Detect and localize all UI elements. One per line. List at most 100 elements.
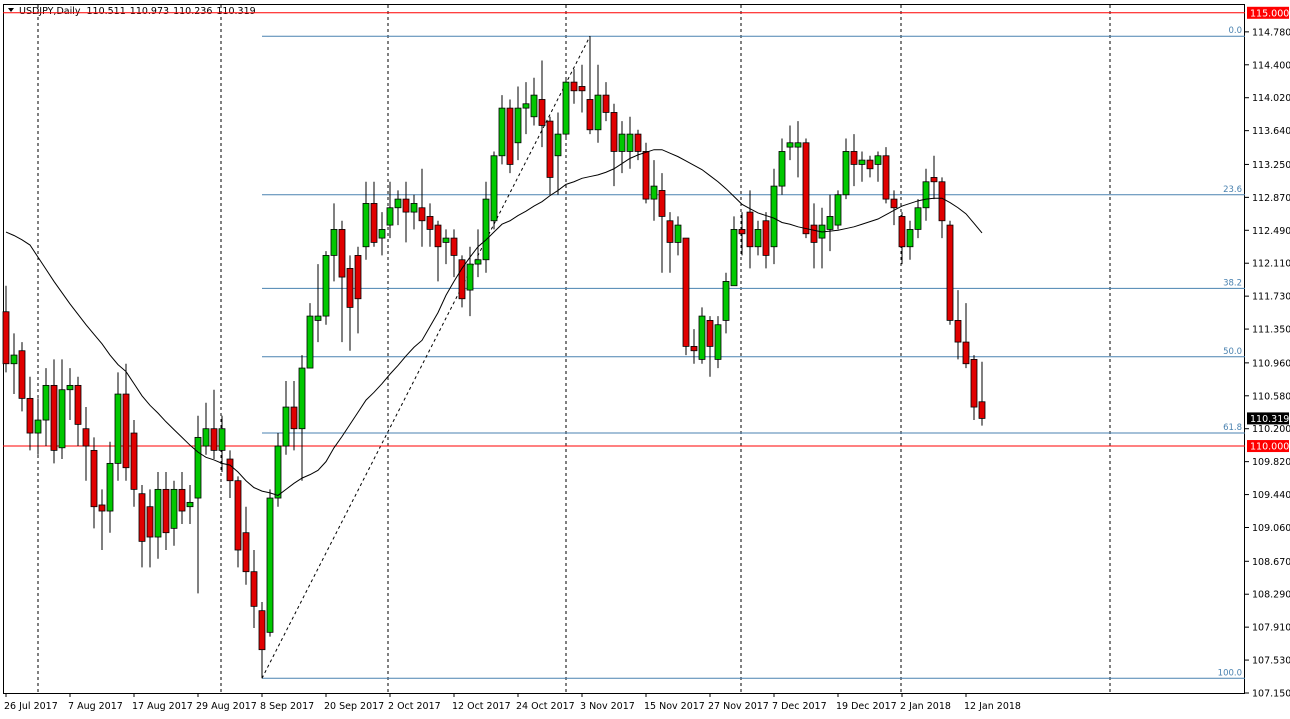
candle-body xyxy=(114,393,122,464)
candle-body xyxy=(954,320,962,343)
candle-body xyxy=(42,384,50,421)
candle-body xyxy=(106,462,114,512)
x-tick-label: 12 Oct 2017 xyxy=(452,701,511,712)
menu-arrow[interactable] xyxy=(8,8,14,12)
x-tick-label: 3 Nov 2017 xyxy=(580,701,635,712)
candle-body xyxy=(154,488,162,538)
candle-body xyxy=(26,397,34,434)
candle-body xyxy=(858,159,866,165)
candle-body xyxy=(834,194,842,226)
candle-body xyxy=(82,428,90,447)
x-tick-label: 7 Aug 2017 xyxy=(68,701,123,712)
x-tick-label: 7 Dec 2017 xyxy=(772,701,827,712)
candle-body xyxy=(258,610,266,651)
candle-body xyxy=(202,428,210,447)
open: 110.511 xyxy=(86,6,125,17)
candle-body xyxy=(266,497,274,633)
candle-body xyxy=(722,281,730,321)
x-tick-label: 19 Dec 2017 xyxy=(836,701,897,712)
x-tick-label: 27 Nov 2017 xyxy=(708,701,769,712)
candle-body xyxy=(810,224,818,243)
candle-body xyxy=(274,445,282,499)
candle-body xyxy=(210,428,218,451)
candle-body xyxy=(298,367,306,430)
candle-body xyxy=(146,506,154,538)
price-level-label: 110.000 xyxy=(1250,442,1289,453)
y-tick-label: 110.580 xyxy=(1252,391,1290,402)
candle-body xyxy=(610,112,618,152)
candle-body xyxy=(466,263,474,291)
y-tick-label: 109.820 xyxy=(1252,457,1290,468)
candle-body xyxy=(370,203,378,243)
candle-body xyxy=(354,255,362,300)
candle-body xyxy=(322,255,330,317)
candle-body xyxy=(226,458,234,482)
candle-body xyxy=(706,320,714,347)
y-tick-label: 108.290 xyxy=(1252,590,1290,601)
y-tick-label: 113.250 xyxy=(1252,160,1290,171)
high: 110.973 xyxy=(130,6,169,17)
candle-body xyxy=(402,198,410,213)
candle-body xyxy=(306,315,314,369)
candle-body xyxy=(962,341,970,365)
candle-body xyxy=(290,406,298,430)
candle-body xyxy=(178,488,186,512)
candle-body xyxy=(698,315,706,360)
candle-body xyxy=(410,203,418,213)
fib-label: 38.2 xyxy=(1223,278,1242,288)
candle-body xyxy=(394,198,402,209)
candle-body xyxy=(802,142,810,235)
candle-body xyxy=(450,237,458,256)
candle-body xyxy=(978,401,986,419)
y-tick-label: 111.730 xyxy=(1252,292,1290,303)
candle-body xyxy=(130,432,138,490)
candle-body xyxy=(786,142,794,148)
y-tick-label: 107.910 xyxy=(1252,623,1290,634)
candle-body xyxy=(186,501,194,508)
candle-body xyxy=(194,436,202,499)
price-level-box xyxy=(1247,440,1289,453)
chart-header: USDJPY,Daily 110.511 110.973 110.236 110.319 xyxy=(19,6,256,17)
candle-body xyxy=(234,480,242,551)
moving-average xyxy=(5,149,983,496)
candle-body xyxy=(138,493,146,542)
candle-body xyxy=(762,220,770,256)
candle-body xyxy=(658,190,666,217)
y-tick-label: 111.350 xyxy=(1252,325,1290,336)
candle-body xyxy=(98,504,106,512)
candle-body xyxy=(506,107,514,165)
y-tick-label: 114.020 xyxy=(1252,93,1290,104)
candle-body xyxy=(58,389,66,449)
y-tick-label: 114.780 xyxy=(1252,27,1290,38)
y-tick-label: 107.150 xyxy=(1252,689,1290,700)
candle-body xyxy=(914,207,922,230)
y-tick-label: 114.400 xyxy=(1252,60,1290,71)
y-tick-label: 113.640 xyxy=(1252,126,1290,137)
x-tick-label: 2 Oct 2017 xyxy=(388,701,441,712)
candle-body xyxy=(530,94,538,118)
y-tick-label: 112.110 xyxy=(1252,259,1290,270)
y-tick-label: 108.670 xyxy=(1252,557,1290,568)
price-level-label: 115.000 xyxy=(1250,8,1289,19)
candle-body xyxy=(930,177,938,183)
candle-body xyxy=(2,311,10,365)
fib-label: 23.6 xyxy=(1223,185,1242,195)
candle-body xyxy=(730,229,738,287)
candle-body xyxy=(754,229,762,248)
candle-body xyxy=(338,229,346,278)
candle-body xyxy=(626,133,634,152)
candle-body xyxy=(778,151,786,187)
y-tick-label: 110.200 xyxy=(1252,424,1290,435)
y-tick-label: 107.530 xyxy=(1252,656,1290,667)
candle-body xyxy=(890,198,898,209)
candle-body xyxy=(554,133,562,157)
candle-body xyxy=(170,488,178,529)
y-tick-label: 109.440 xyxy=(1252,490,1290,501)
x-tick-label: 20 Sep 2017 xyxy=(324,701,384,712)
y-tick-label: 112.490 xyxy=(1252,226,1290,237)
candle-body xyxy=(650,185,658,200)
candle-body xyxy=(90,449,98,508)
candle-body xyxy=(346,268,354,308)
candle-body xyxy=(482,198,490,261)
